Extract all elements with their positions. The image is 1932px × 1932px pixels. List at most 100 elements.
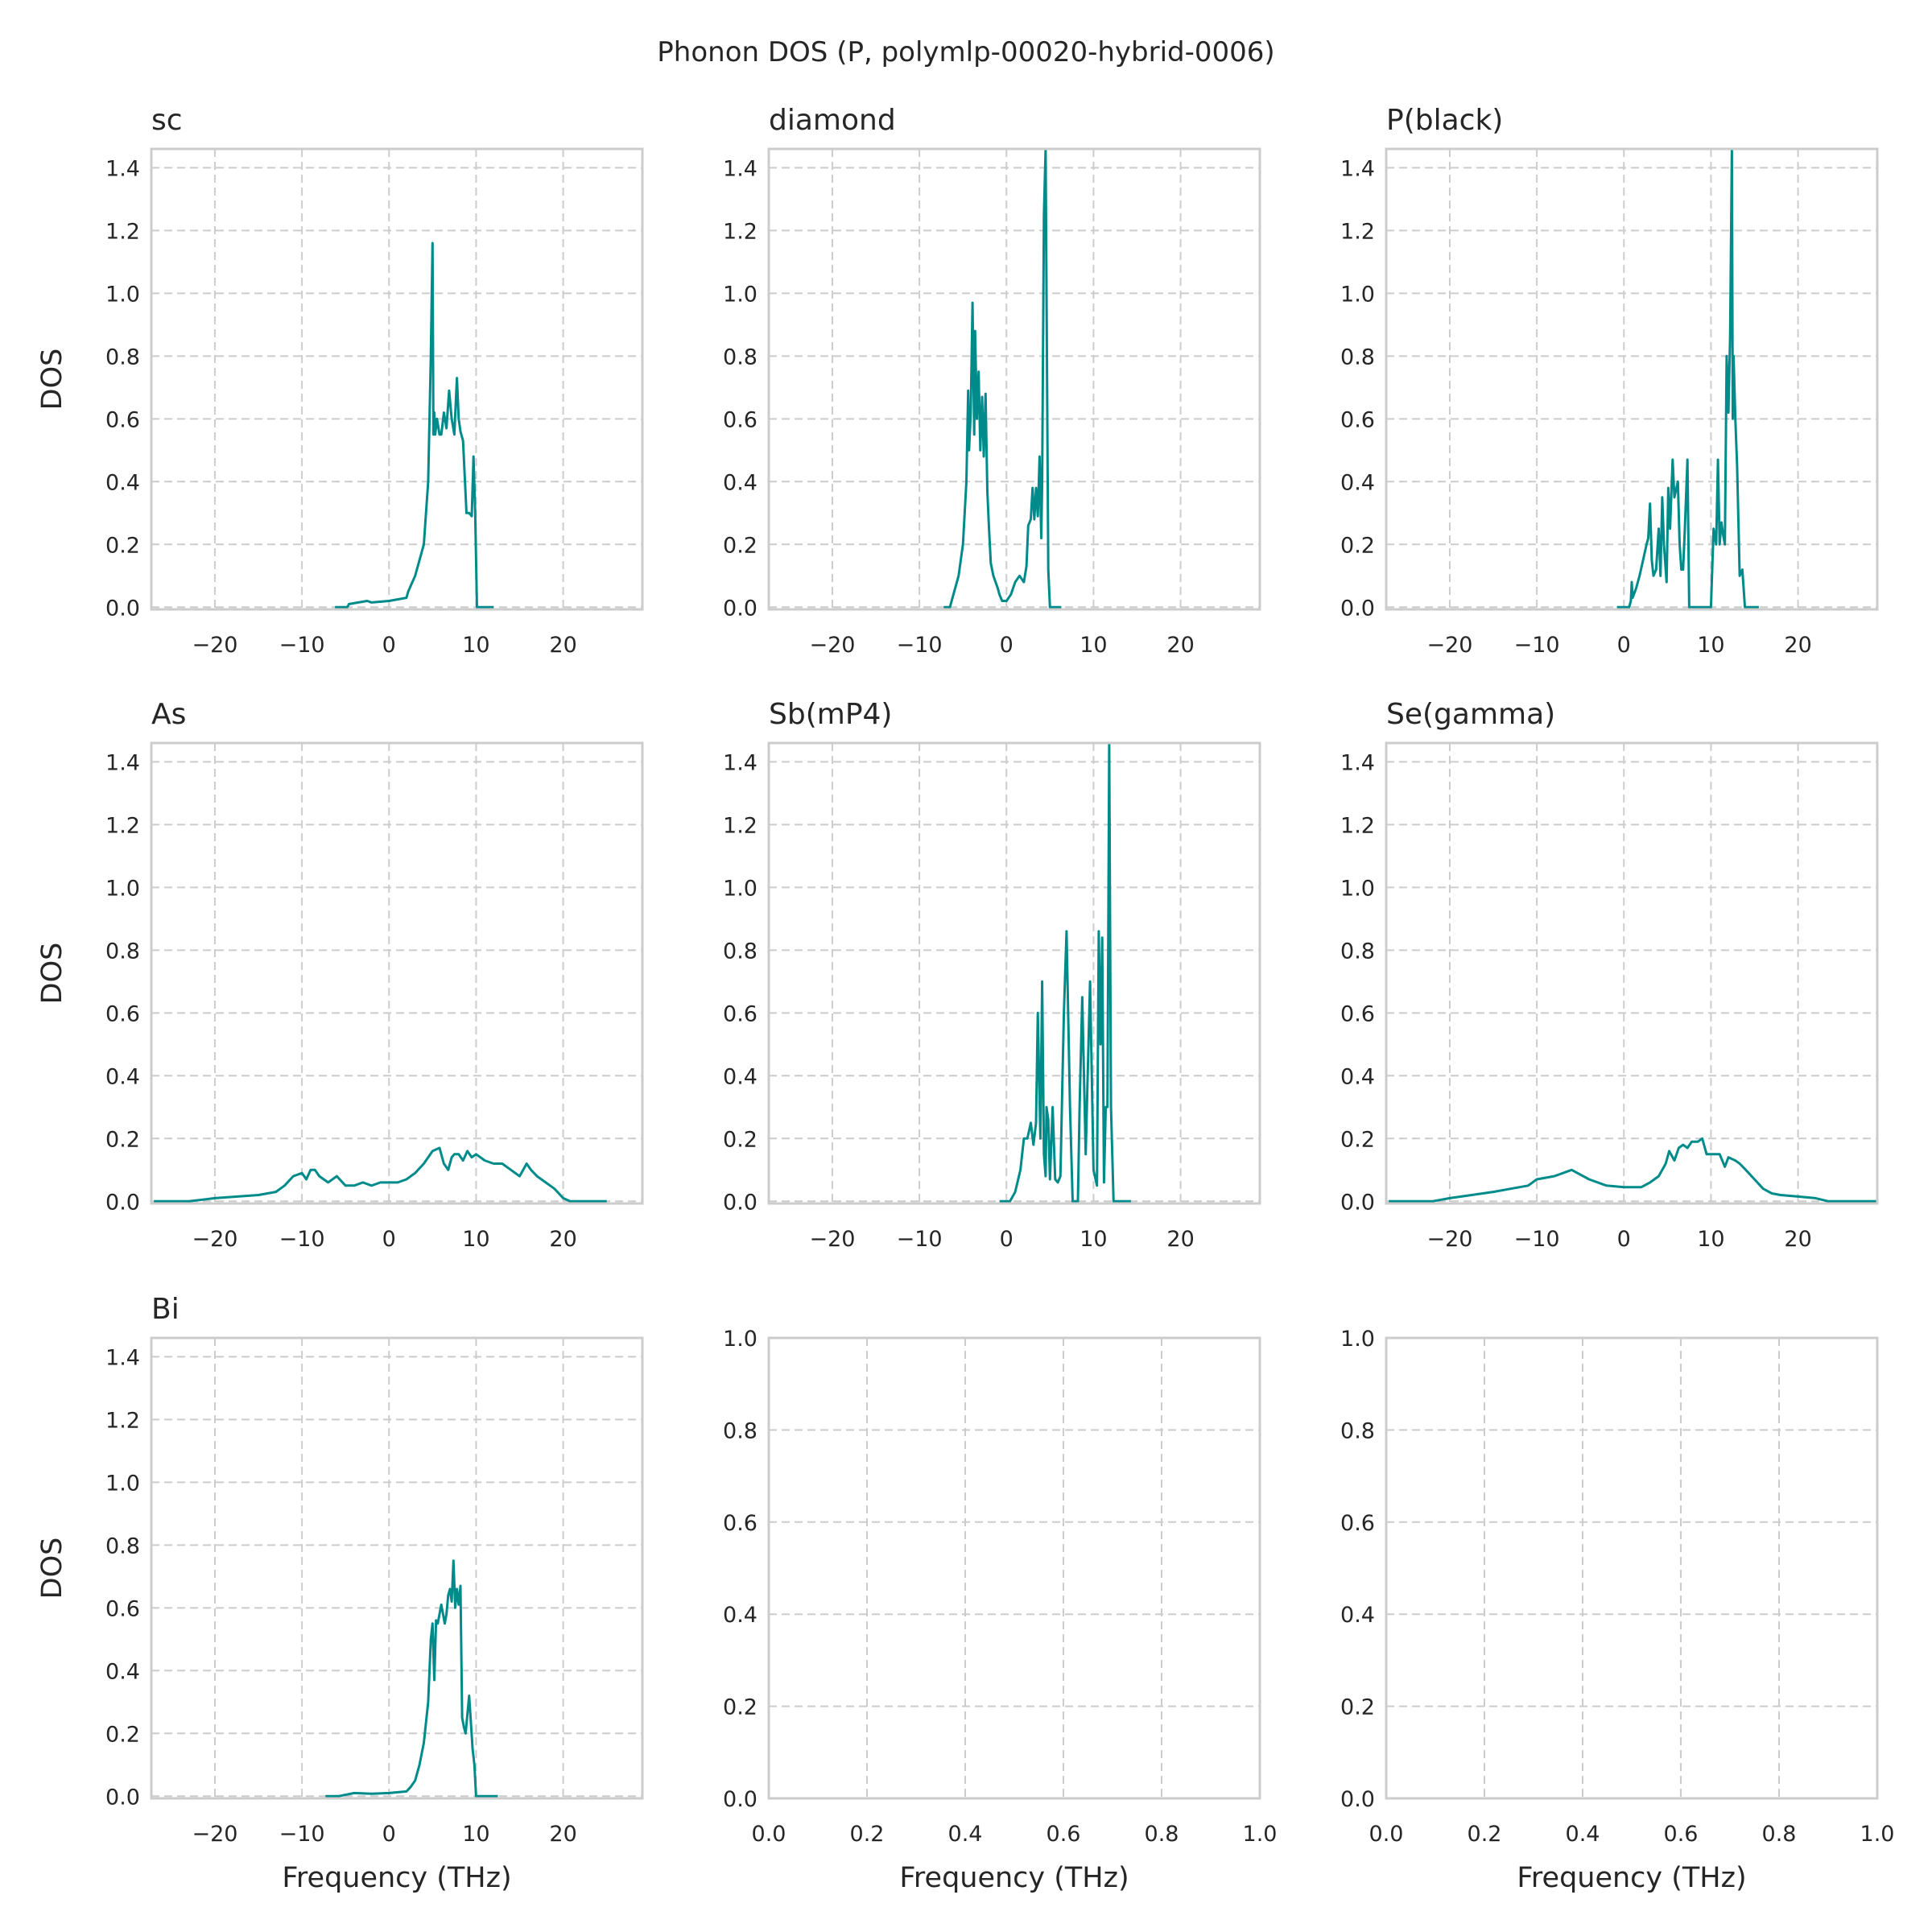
y-axis-label: DOS xyxy=(36,943,68,1005)
y-tick-label: 1.4 xyxy=(723,750,758,775)
dos-line xyxy=(1616,147,1759,609)
y-tick-label: 0.6 xyxy=(723,1001,758,1026)
y-tick-label: 0.2 xyxy=(1340,533,1375,558)
y-tick-label: 0.0 xyxy=(1340,1787,1375,1812)
subplot-empty-7: 0.0 0.2 0.4 0.6 0.8 1.0 0.0 0.2 0.4 0.6 0.8 1.0 Freq… xyxy=(723,1327,1277,1894)
y-tick-label: 1.4 xyxy=(105,156,140,181)
y-tick-label: 0.8 xyxy=(723,345,758,369)
y-tick-label: 0.4 xyxy=(1340,1603,1375,1628)
x-tick-label: −20 xyxy=(1426,633,1472,658)
y-tick-label: 0.0 xyxy=(1340,1190,1375,1215)
y-tick-label: 0.4 xyxy=(105,1659,140,1684)
y-tick-label: 1.0 xyxy=(723,282,758,307)
y-tick-label: 0.8 xyxy=(105,345,140,369)
y-tick-label: 0.8 xyxy=(1340,345,1375,369)
subplot-title: Se(gamma) xyxy=(1386,698,1555,731)
x-tick-label: 0.6 xyxy=(1664,1822,1699,1847)
x-tick-label: −20 xyxy=(192,1822,237,1847)
x-tick-label: 10 xyxy=(462,633,489,658)
dos-line xyxy=(325,1559,498,1798)
y-tick-label: 0.4 xyxy=(723,470,758,495)
y-axis-label: DOS xyxy=(36,1538,68,1600)
subplot-title: Bi xyxy=(151,1293,180,1326)
subplot-sb-mp4: 0.0 0.2 0.4 0.6 0.8 1.0 1.2 1.4 −20 −10 0 10 20 Sb(mP… xyxy=(723,698,1261,1252)
x-tick-label: 0.0 xyxy=(752,1822,786,1847)
y-tick-label: 1.4 xyxy=(1340,750,1375,775)
y-tick-label: 1.0 xyxy=(1340,876,1375,901)
axes-frame xyxy=(1385,147,1879,611)
x-tick-label: 10 xyxy=(1080,633,1107,658)
x-tick-label: −20 xyxy=(809,1227,855,1252)
y-tick-label: 0.4 xyxy=(105,1064,140,1089)
y-tick-label: 0.8 xyxy=(1340,939,1375,964)
x-tick-label: 0.0 xyxy=(1369,1822,1404,1847)
y-tick-label: 0.6 xyxy=(723,407,758,432)
x-tick-label: −10 xyxy=(279,633,325,658)
y-tick-label: 1.0 xyxy=(105,282,140,307)
y-tick-label: 1.0 xyxy=(105,876,140,901)
dos-line xyxy=(335,242,494,609)
y-tick-label: 1.4 xyxy=(1340,156,1375,181)
y-tick-label: 0.0 xyxy=(723,596,758,621)
y-tick-label: 0.6 xyxy=(105,1001,140,1026)
y-tick-label: 0.4 xyxy=(105,470,140,495)
y-tick-label: 1.0 xyxy=(1340,282,1375,307)
y-tick-label: 0.4 xyxy=(1340,1064,1375,1089)
x-tick-label: 10 xyxy=(1697,1227,1724,1252)
x-tick-label: 20 xyxy=(549,1822,576,1847)
y-tick-label: 1.0 xyxy=(105,1471,140,1496)
y-tick-label: 1.4 xyxy=(723,156,758,181)
x-tick-label: 0 xyxy=(382,1227,396,1252)
subplot-as: 0.0 0.2 0.4 0.6 0.8 1.0 1.2 1.4 −20 −10 0 10 20 As DOS xyxy=(36,698,644,1252)
y-tick-label: 0.2 xyxy=(105,1127,140,1152)
x-axis-label: Frequency (THz) xyxy=(1517,1862,1746,1894)
x-tick-label: −20 xyxy=(192,1227,237,1252)
y-tick-label: 0.8 xyxy=(723,1418,758,1443)
axes-frame xyxy=(1385,1336,1879,1800)
y-tick-label: 1.2 xyxy=(1340,813,1375,838)
y-tick-label: 0.6 xyxy=(1340,407,1375,432)
y-tick-label: 0.8 xyxy=(105,1534,140,1558)
y-tick-label: 0.6 xyxy=(105,1596,140,1621)
subplot-se-gamma: 0.0 0.2 0.4 0.6 0.8 1.0 1.2 1.4 −20 −10 0 10 20 Se(ga… xyxy=(1340,698,1879,1252)
y-tick-label: 0.6 xyxy=(723,1511,758,1536)
subplot-diamond: 0.0 0.2 0.4 0.6 0.8 1.0 1.2 1.4 −20 −10 0 10 20 diamo… xyxy=(723,104,1261,658)
x-tick-label: 0.2 xyxy=(850,1822,885,1847)
y-tick-label: 0.4 xyxy=(1340,470,1375,495)
y-tick-label: 0.4 xyxy=(723,1064,758,1089)
dos-line xyxy=(1389,1137,1876,1203)
x-tick-label: −10 xyxy=(897,633,943,658)
x-tick-label: 20 xyxy=(1166,633,1194,658)
y-tick-label: 1.0 xyxy=(1340,1327,1375,1352)
x-tick-label: −20 xyxy=(1426,1227,1472,1252)
y-tick-label: 1.2 xyxy=(105,1408,140,1433)
axes-frame xyxy=(767,147,1261,611)
x-tick-label: 0 xyxy=(382,633,396,658)
x-tick-label: 10 xyxy=(462,1822,489,1847)
y-tick-label: 1.2 xyxy=(723,813,758,838)
axes-frame xyxy=(1385,741,1879,1205)
x-tick-label: 10 xyxy=(1697,633,1724,658)
x-tick-label: 20 xyxy=(549,633,576,658)
subplot-sc: 0.0 0.2 0.4 0.6 0.8 1.0 1.2 1.4 −20 −10 0 10 20 sc DOS xyxy=(36,104,644,658)
subplot-empty-8: 0.0 0.2 0.4 0.6 0.8 1.0 0.0 0.2 0.4 0.6 0.8 1.0 Freq… xyxy=(1340,1327,1894,1894)
dos-line xyxy=(154,1146,607,1203)
x-tick-label: 10 xyxy=(462,1227,489,1252)
x-tick-label: 0 xyxy=(382,1822,396,1847)
y-tick-label: 1.4 xyxy=(105,750,140,775)
subplot-bi: 0.0 0.2 0.4 0.6 0.8 1.0 1.2 1.4 −20 −10 0 10 20 Bi DOS… xyxy=(36,1293,644,1894)
x-tick-label: −10 xyxy=(279,1822,325,1847)
x-tick-label: 1.0 xyxy=(1860,1822,1895,1847)
y-tick-label: 1.0 xyxy=(723,876,758,901)
x-axis-label: Frequency (THz) xyxy=(899,1862,1129,1894)
x-tick-label: 20 xyxy=(1166,1227,1194,1252)
y-tick-label: 0.6 xyxy=(1340,1511,1375,1536)
x-tick-label: 0.2 xyxy=(1468,1822,1502,1847)
subplot-title: sc xyxy=(151,104,183,137)
x-tick-label: 20 xyxy=(549,1227,576,1252)
y-tick-label: 0.4 xyxy=(723,1603,758,1628)
y-tick-label: 0.0 xyxy=(105,1190,140,1215)
x-tick-label: −10 xyxy=(1514,633,1560,658)
y-axis-label: DOS xyxy=(36,349,68,411)
